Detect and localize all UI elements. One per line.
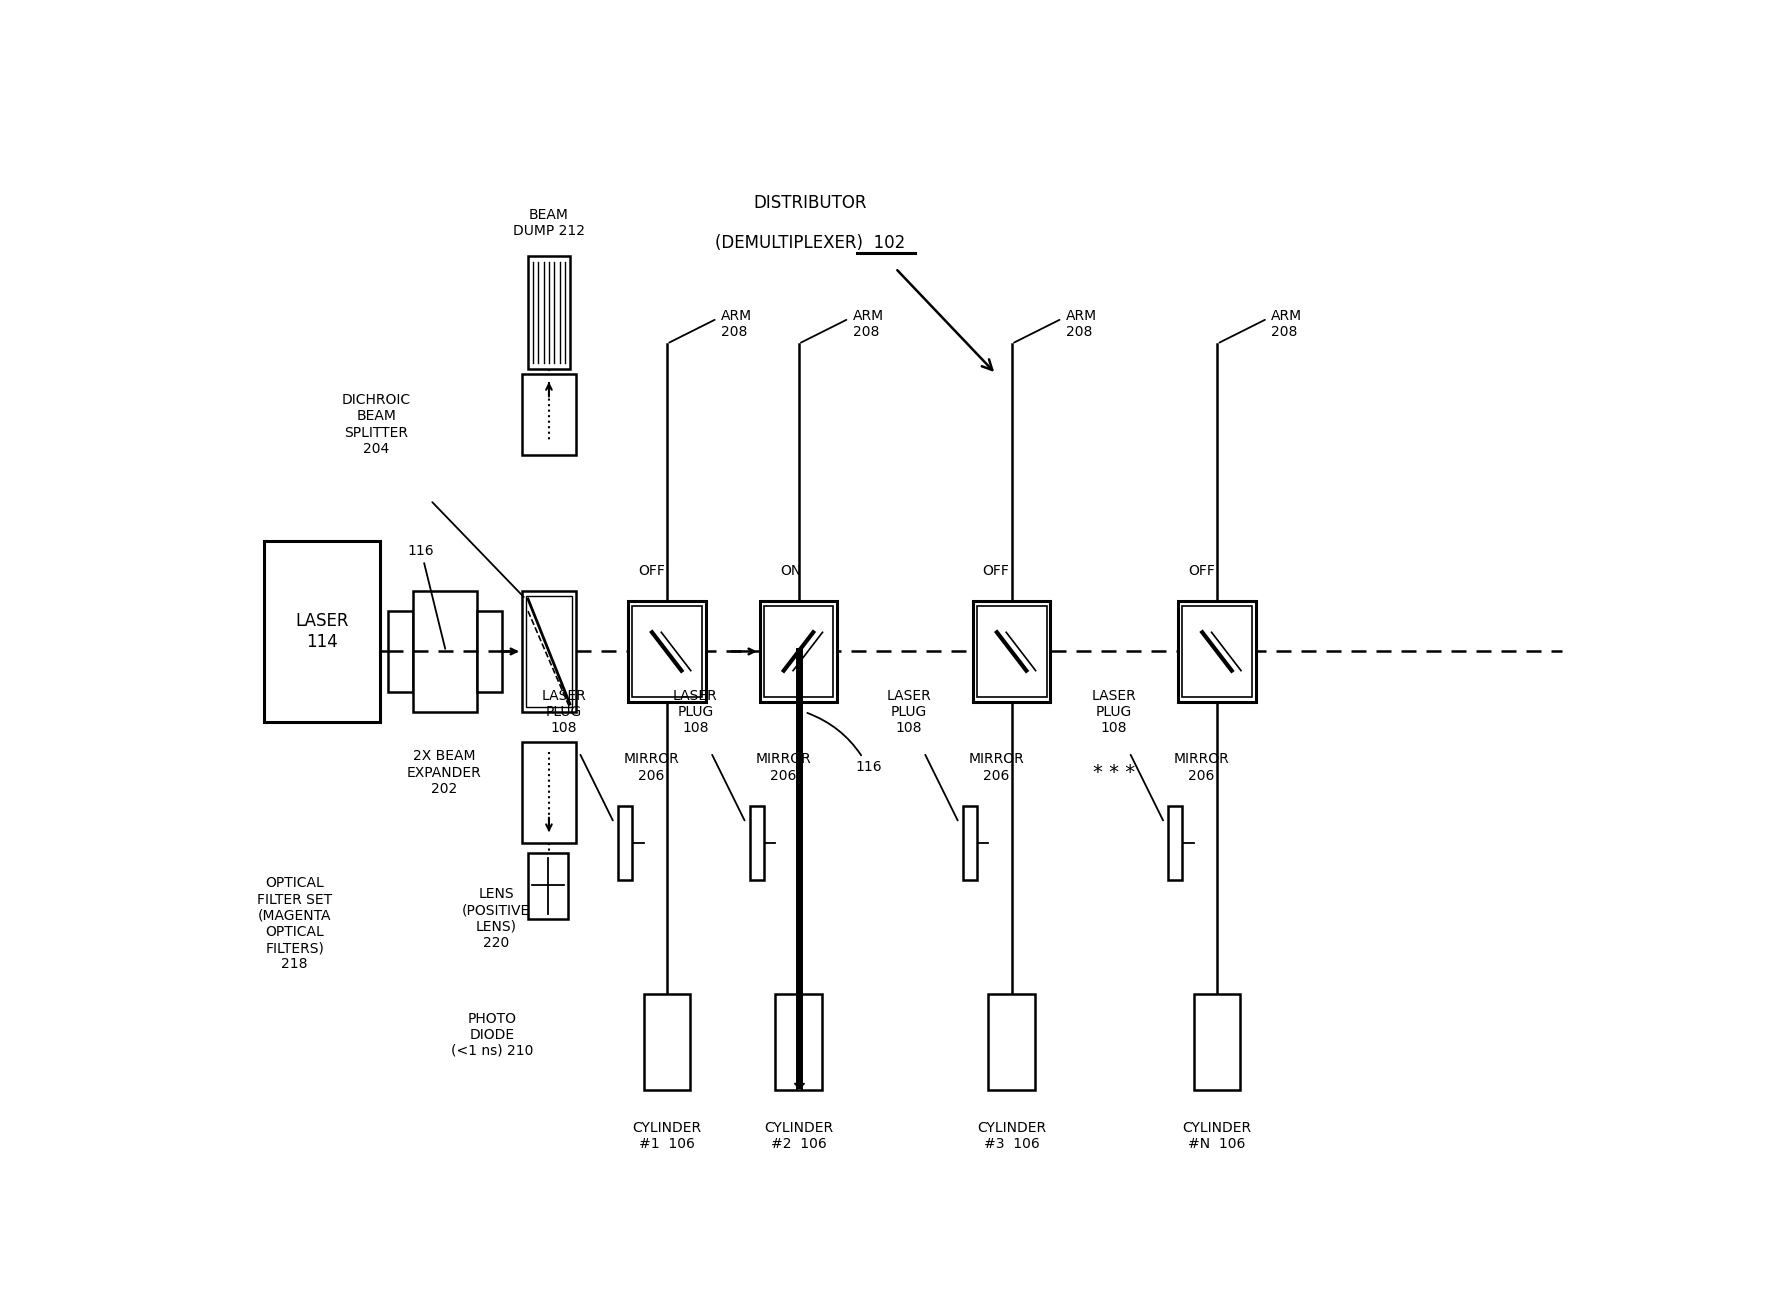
Bar xyxy=(976,607,1047,697)
Bar xyxy=(750,806,764,880)
Text: ARM
208: ARM 208 xyxy=(1272,309,1302,339)
Text: LASER
PLUG
108: LASER PLUG 108 xyxy=(541,689,586,735)
Text: MIRROR
206: MIRROR 206 xyxy=(968,752,1024,782)
Text: LENS
(POSITIVE
LENS)
220: LENS (POSITIVE LENS) 220 xyxy=(462,887,531,950)
Bar xyxy=(617,806,632,880)
Bar xyxy=(632,607,702,697)
Bar xyxy=(522,375,577,455)
Text: 116: 116 xyxy=(807,713,881,774)
Bar xyxy=(1168,806,1182,880)
Text: 2X BEAM
EXPANDER
202: 2X BEAM EXPANDER 202 xyxy=(407,749,481,795)
Text: LASER
PLUG
108: LASER PLUG 108 xyxy=(886,689,930,735)
Bar xyxy=(1178,601,1256,702)
Text: BEAM
DUMP 212: BEAM DUMP 212 xyxy=(513,208,586,238)
Text: LASER
PLUG
108: LASER PLUG 108 xyxy=(672,689,718,735)
Text: LASER
114: LASER 114 xyxy=(295,612,348,651)
Bar xyxy=(527,853,568,918)
Text: MIRROR
206: MIRROR 206 xyxy=(623,752,679,782)
Bar xyxy=(478,610,502,692)
Text: OFF: OFF xyxy=(639,563,665,578)
Bar xyxy=(522,591,577,713)
Text: ARM
208: ARM 208 xyxy=(722,309,752,339)
Text: LASER
PLUG
108: LASER PLUG 108 xyxy=(1091,689,1136,735)
Text: * * *: * * * xyxy=(1093,762,1136,782)
Text: PHOTO
DIODE
(<1 ns) 210: PHOTO DIODE (<1 ns) 210 xyxy=(451,1011,534,1058)
Bar xyxy=(764,607,833,697)
Bar xyxy=(962,806,976,880)
Bar xyxy=(414,591,478,713)
Text: (DEMULTIPLEXER)  102: (DEMULTIPLEXER) 102 xyxy=(715,234,906,252)
Text: OFF: OFF xyxy=(1189,563,1215,578)
Text: DISTRIBUTOR: DISTRIBUTOR xyxy=(754,194,867,212)
Bar xyxy=(264,541,380,722)
Text: OFF: OFF xyxy=(984,563,1010,578)
Bar xyxy=(759,601,837,702)
Text: CYLINDER
#N  106: CYLINDER #N 106 xyxy=(1182,1120,1251,1150)
Text: MIRROR
206: MIRROR 206 xyxy=(1173,752,1229,782)
Bar xyxy=(989,994,1035,1090)
Text: ARM
208: ARM 208 xyxy=(853,309,884,339)
Bar xyxy=(644,994,690,1090)
Bar xyxy=(973,601,1051,702)
Bar xyxy=(527,255,570,369)
Text: MIRROR
206: MIRROR 206 xyxy=(755,752,810,782)
Bar xyxy=(775,994,823,1090)
Bar xyxy=(1182,607,1252,697)
Bar xyxy=(628,601,706,702)
Bar xyxy=(387,610,414,692)
Text: ON: ON xyxy=(780,563,801,578)
Text: OPTICAL
FILTER SET
(MAGENTA
OPTICAL
FILTERS)
218: OPTICAL FILTER SET (MAGENTA OPTICAL FILT… xyxy=(257,876,333,971)
Text: CYLINDER
#2  106: CYLINDER #2 106 xyxy=(764,1120,833,1150)
Text: CYLINDER
#1  106: CYLINDER #1 106 xyxy=(632,1120,701,1150)
Bar xyxy=(525,596,571,707)
Bar xyxy=(1194,994,1240,1090)
Text: 116: 116 xyxy=(409,544,446,648)
Bar xyxy=(522,743,577,844)
Text: DICHROIC
BEAM
SPLITTER
204: DICHROIC BEAM SPLITTER 204 xyxy=(341,393,410,456)
Text: CYLINDER
#3  106: CYLINDER #3 106 xyxy=(976,1120,1045,1150)
Text: ARM
208: ARM 208 xyxy=(1067,309,1097,339)
